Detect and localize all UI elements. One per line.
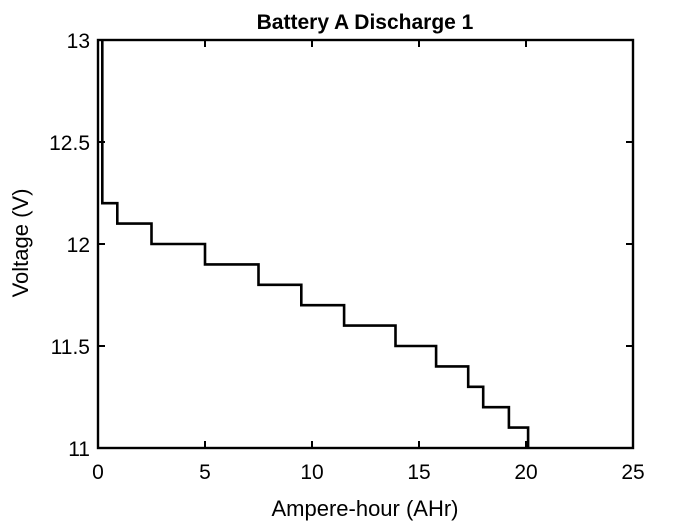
y-tick-label: 12 [67,234,90,257]
chart-title: Battery A Discharge 1 [257,11,474,34]
x-axis-label: Ampere-hour (AHr) [271,496,458,521]
x-tick-label: 20 [514,461,537,484]
y-tick-label: 13 [67,30,90,53]
series-line-0 [101,40,530,448]
x-tick-label: 15 [407,461,430,484]
x-tick-label: 0 [92,461,104,484]
y-tick-label: 12.5 [49,132,90,155]
y-tick-label: 11 [68,438,90,461]
y-tick-label: 11.5 [51,336,90,359]
y-axis-label: Voltage (V) [8,189,33,298]
plot-area: 0 5 10 15 20 25 11 11.5 12 12.5 13 [49,30,645,484]
x-tick-label: 10 [300,461,323,484]
x-tick-label: 25 [621,461,644,484]
x-tick-label: 5 [199,461,211,484]
